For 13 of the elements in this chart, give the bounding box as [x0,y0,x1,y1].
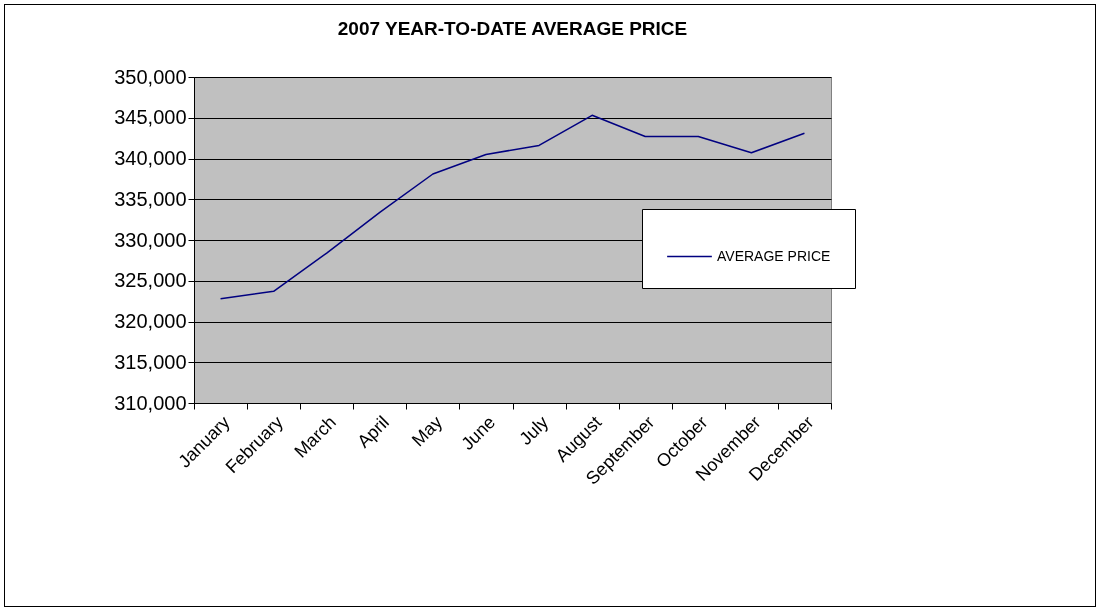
y-tick-label: 325,000 [114,269,187,292]
y-tick-label: 335,000 [114,187,187,210]
y-tick-label: 315,000 [114,350,187,373]
y-tick-label: 330,000 [114,228,187,251]
legend-label: AVERAGE PRICE [717,247,831,264]
y-tick-label: 345,000 [114,106,187,129]
y-tick-label: 350,000 [114,65,187,88]
x-tick-label: May [407,412,447,451]
y-tick-label: 340,000 [114,147,187,169]
y-tick-label: 320,000 [114,310,187,332]
x-tick-label: July [515,412,553,449]
chart-title: 2007 YEAR-TO-DATE AVERAGE PRICE [337,18,688,39]
y-tick-label: 310,000 [114,391,187,414]
